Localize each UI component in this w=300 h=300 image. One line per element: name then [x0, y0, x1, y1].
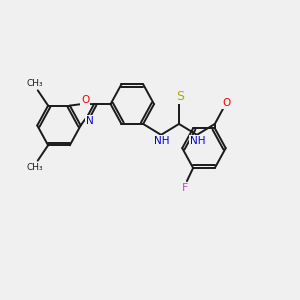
- Text: CH₃: CH₃: [26, 163, 43, 172]
- Text: NH: NH: [154, 136, 170, 146]
- Text: N: N: [86, 116, 94, 126]
- Text: S: S: [176, 90, 184, 103]
- Text: F: F: [182, 183, 188, 193]
- Text: O: O: [81, 94, 89, 105]
- Text: CH₃: CH₃: [26, 79, 43, 88]
- Text: O: O: [222, 98, 230, 108]
- Text: NH: NH: [190, 136, 206, 146]
